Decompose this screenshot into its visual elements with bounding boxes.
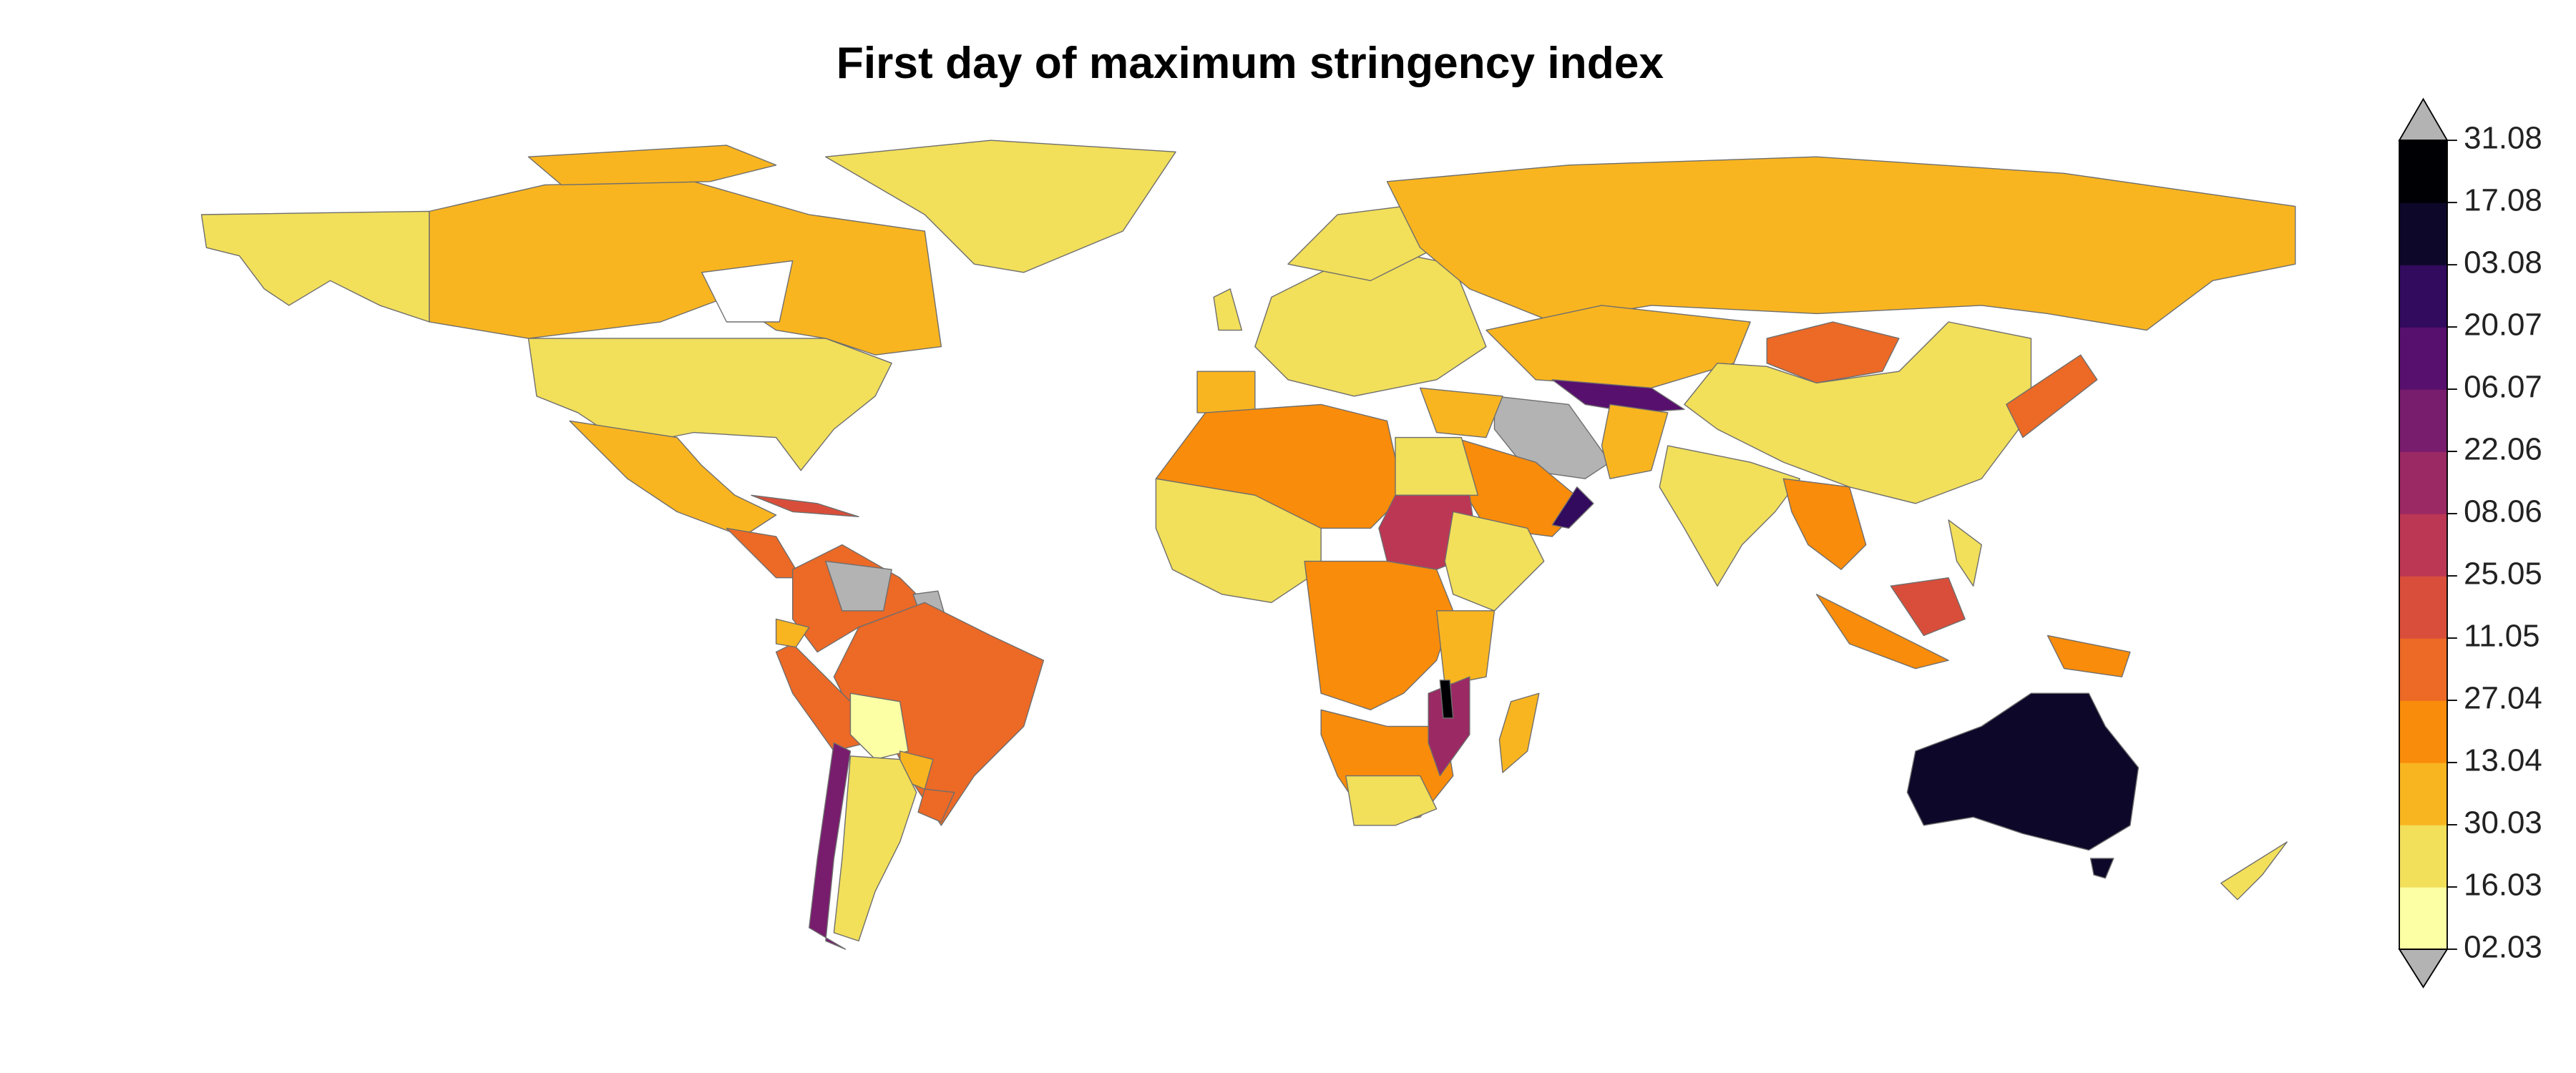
country: [1684, 321, 2032, 504]
country: [429, 181, 942, 356]
country: [2046, 635, 2131, 677]
country: [527, 338, 892, 471]
colorbar-label: 27.04: [2464, 681, 2542, 716]
country: [1436, 610, 1496, 686]
country: [825, 560, 892, 612]
colorbar-label: 17.08: [2464, 183, 2542, 218]
country: [1395, 436, 1479, 496]
country: [1419, 387, 1503, 438]
country: [1439, 680, 1454, 719]
colorbar-bin: [2399, 886, 2448, 950]
country: [833, 755, 917, 942]
colorbar-extend-max: [2398, 97, 2449, 142]
country: [1551, 486, 1594, 529]
country: [1766, 321, 1900, 384]
colorbar-extend-min: [2398, 949, 2449, 989]
colorbar-label: 20.07: [2464, 308, 2542, 343]
country: [2006, 354, 2098, 438]
world-map: [200, 139, 2296, 950]
map-title: First day of maximum stringency index: [836, 39, 1664, 88]
country: [1906, 692, 2140, 851]
country: [1213, 288, 1243, 331]
colorbar-label: 13.04: [2464, 743, 2542, 778]
country: [1485, 305, 1751, 389]
colorbar-bin: [2399, 824, 2448, 888]
colorbar-bin: [2399, 762, 2448, 825]
water: [701, 260, 794, 323]
colorbar-label: 22.06: [2464, 432, 2542, 467]
country: [1815, 594, 1949, 670]
country: [726, 527, 801, 579]
country: [1345, 775, 1438, 826]
country: [2089, 858, 2114, 879]
colorbar-bin: [2399, 514, 2448, 577]
country: [1428, 676, 1470, 777]
colorbar-label: 08.06: [2464, 494, 2542, 529]
colorbar-bin: [2399, 202, 2448, 265]
colorbar-bin: [2399, 451, 2448, 514]
country: [1948, 519, 1982, 587]
country: [1498, 692, 1540, 773]
colorbar-label: 25.05: [2464, 557, 2542, 592]
figure-content: First day of maximum stringency index: [200, 39, 2542, 989]
country: [527, 144, 777, 186]
colorbar-bin: [2399, 576, 2448, 639]
colorbar-label: 03.08: [2464, 245, 2542, 280]
country: [1782, 478, 1867, 570]
colorbar: 02.03 16.03 30.03 13.04 27.04 11.05 25.05 08.06…: [2398, 97, 2542, 989]
country: [200, 210, 430, 323]
colorbar-bin: [2399, 327, 2448, 390]
colorbar-label: 16.03: [2464, 868, 2542, 903]
country: [775, 618, 810, 648]
colorbar-frame: [2399, 139, 2448, 950]
country: [1304, 560, 1454, 711]
country: [1196, 371, 1256, 413]
country: [1386, 156, 2296, 331]
colorbar-bin: [2399, 389, 2448, 452]
country: [2220, 841, 2288, 901]
country: [849, 692, 909, 760]
colorbar-label: 11.05: [2464, 619, 2540, 654]
country: [1601, 403, 1669, 479]
country: [917, 788, 955, 823]
country: [751, 494, 859, 518]
colorbar-label: 02.03: [2464, 930, 2542, 965]
country: [809, 742, 852, 950]
colorbar-label: 06.07: [2464, 370, 2542, 405]
colorbar-bin: [2399, 638, 2448, 701]
colorbar-bin: [2399, 140, 2448, 203]
colorbar-bin: [2399, 265, 2448, 328]
country: [1659, 445, 1801, 587]
country: [825, 139, 1176, 273]
colorbar-bin: [2399, 700, 2448, 763]
country: [1890, 577, 1966, 637]
country: [569, 420, 777, 537]
country: [1155, 478, 1322, 604]
colorbar-label: 31.08: [2464, 121, 2542, 156]
colorbar-label: 30.03: [2464, 805, 2542, 841]
